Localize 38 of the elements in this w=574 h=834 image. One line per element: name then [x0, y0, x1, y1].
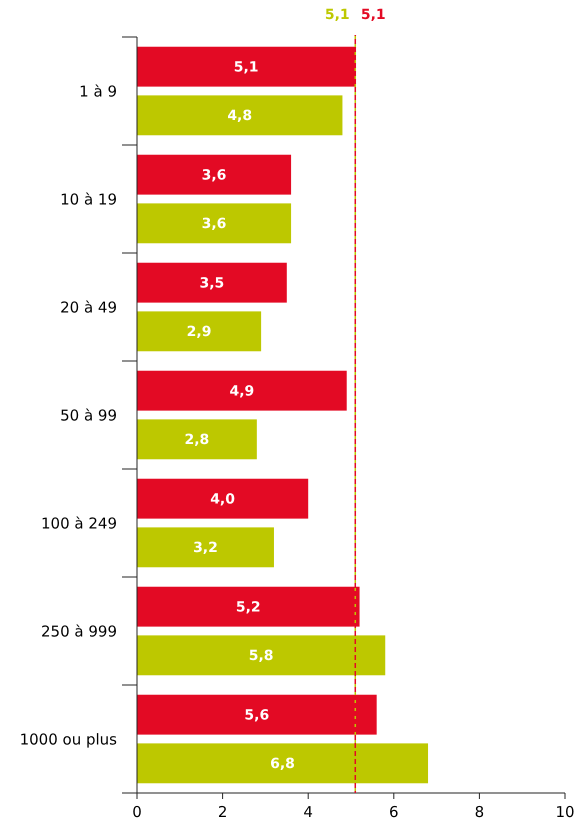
x-tick-label: 4: [303, 803, 313, 821]
data-label: 2,8: [184, 432, 210, 448]
bar: [137, 154, 292, 195]
x-tick-label: 2: [218, 803, 228, 821]
bar: [137, 478, 308, 519]
data-label: 5,8: [248, 648, 274, 664]
bar: [137, 527, 274, 568]
data-label: 3,6: [202, 168, 226, 184]
x-tick-label: 0: [132, 803, 142, 821]
data-label: 3,5: [199, 276, 224, 292]
bar: [137, 419, 257, 460]
data-label: 4,9: [229, 384, 254, 400]
data-label: 4,0: [210, 492, 236, 508]
data-label: 5,2: [236, 600, 261, 616]
y-tick-label: 1000 ou plus: [20, 730, 118, 748]
y-tick-label: 100 à 249: [41, 514, 117, 532]
bar: [137, 370, 347, 411]
ref-line-label: 5,1: [360, 7, 386, 23]
bar: [137, 311, 262, 352]
bar: [137, 262, 287, 303]
y-tick-label: 250 à 999: [41, 622, 117, 640]
x-tick-label: 6: [389, 803, 399, 821]
y-tick-label: 10 à 19: [60, 190, 117, 208]
x-tick-label: 10: [555, 803, 574, 821]
ref-line-label: 5,1: [324, 7, 350, 23]
data-label: 2,9: [186, 324, 212, 340]
data-label: 3,2: [193, 540, 218, 556]
data-label: 5,6: [244, 708, 270, 724]
data-label: 6,8: [270, 756, 295, 772]
data-label: 5,1: [234, 60, 259, 76]
bar: [137, 95, 342, 136]
y-tick-label: 50 à 99: [60, 406, 117, 424]
data-label: 4,8: [227, 108, 252, 124]
y-tick-label: 1 à 9: [79, 82, 117, 100]
y-tick-label: 20 à 49: [60, 298, 117, 316]
x-tick-label: 8: [474, 803, 484, 821]
data-label: 3,6: [202, 216, 226, 232]
bar: [137, 203, 292, 244]
